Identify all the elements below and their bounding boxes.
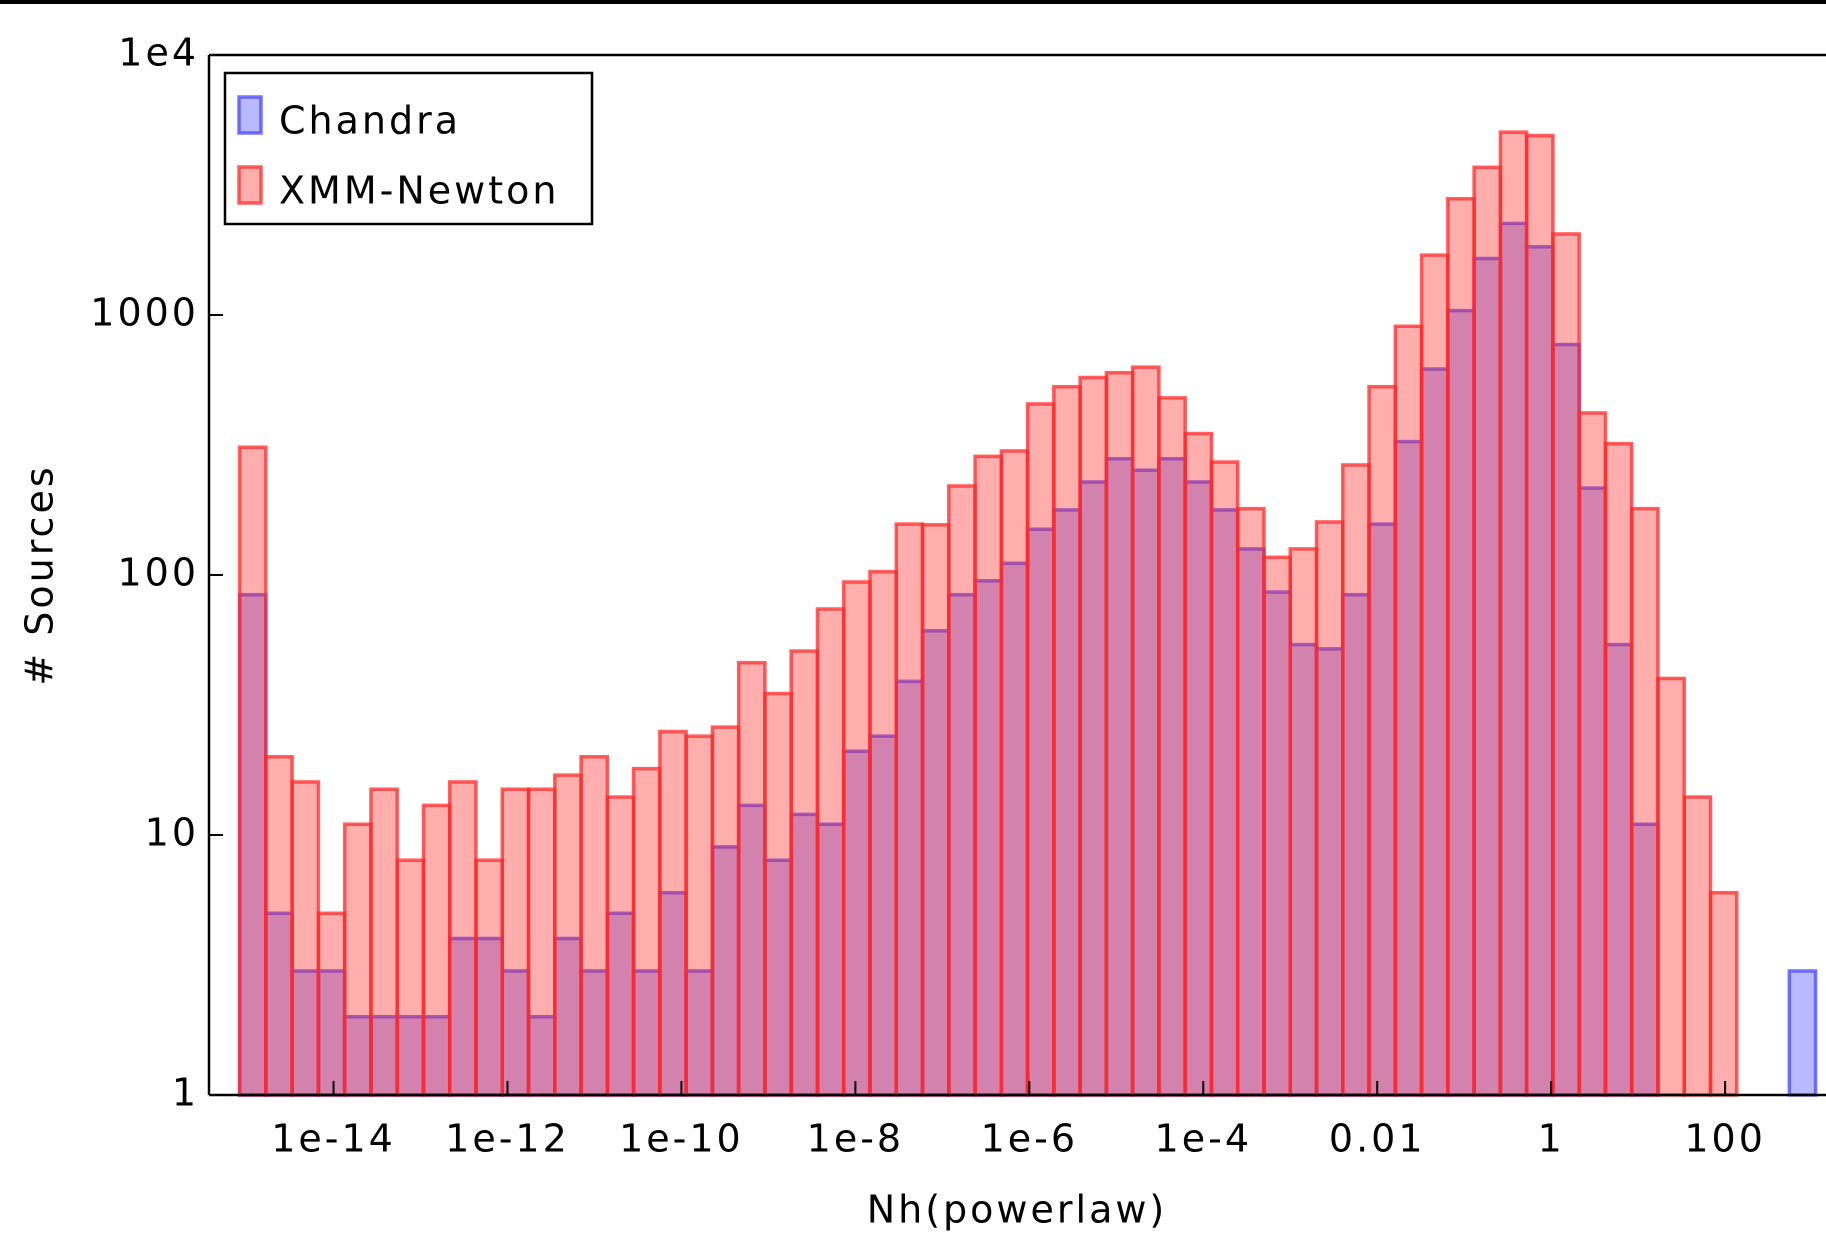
x-axis-label: Nh(powerlaw) xyxy=(867,1188,1168,1232)
bar xyxy=(1262,555,1292,1097)
bar xyxy=(1682,795,1713,1097)
bar xyxy=(605,795,636,1097)
bar xyxy=(1157,396,1187,1097)
bar xyxy=(421,803,452,1097)
bar xyxy=(1183,431,1214,1097)
x-tick-label: 1e-4 xyxy=(1155,1117,1252,1161)
bar xyxy=(763,691,793,1097)
bar xyxy=(947,484,977,1097)
bar xyxy=(553,773,583,1097)
x-tick-label: 100 xyxy=(1684,1117,1766,1161)
legend-box xyxy=(223,71,594,226)
legend-label: XMM-Newton xyxy=(279,169,559,213)
x-tick-label: 1e-10 xyxy=(619,1117,744,1161)
x-tick-label: 1 xyxy=(1538,1117,1565,1161)
y-tick-label: 100 xyxy=(117,551,199,595)
bar xyxy=(736,660,767,1097)
bar xyxy=(500,787,531,1097)
bar xyxy=(264,754,294,1097)
bar xyxy=(369,787,399,1097)
bar xyxy=(1052,384,1082,1097)
x-tick-label: 1e-14 xyxy=(271,1117,396,1161)
bar xyxy=(815,607,846,1097)
bar xyxy=(1629,506,1660,1097)
bar xyxy=(920,523,951,1097)
bar xyxy=(447,780,478,1097)
bar xyxy=(290,780,321,1097)
bar xyxy=(579,754,610,1097)
y-tick-label: 1 xyxy=(172,1071,199,1115)
bar xyxy=(1419,367,1450,1097)
bar xyxy=(1446,196,1476,1097)
bar xyxy=(1577,411,1608,1097)
bar xyxy=(1104,370,1135,1097)
bar xyxy=(1787,969,1818,1097)
bar xyxy=(710,725,741,1097)
legend: Chandra XMM-Newton xyxy=(223,71,594,226)
bar xyxy=(1025,527,1056,1097)
bar xyxy=(1157,456,1187,1097)
bar xyxy=(631,766,662,1097)
y-axis-label: # Sources xyxy=(18,464,62,685)
bar xyxy=(1288,547,1319,1097)
legend-swatch xyxy=(237,165,263,205)
bar xyxy=(1314,520,1345,1097)
bar xyxy=(1629,822,1660,1097)
bar xyxy=(1393,324,1424,1097)
bar xyxy=(973,454,1004,1097)
bar xyxy=(1367,384,1398,1097)
x-tick-label: 1e-8 xyxy=(807,1117,904,1161)
bar xyxy=(894,522,925,1097)
bar xyxy=(526,787,557,1097)
y-tick-label: 1000 xyxy=(90,291,199,335)
bar xyxy=(841,580,872,1097)
bar xyxy=(474,858,505,1097)
bar xyxy=(1341,463,1371,1097)
bar xyxy=(815,822,846,1097)
bar xyxy=(999,449,1030,1097)
bar xyxy=(736,803,767,1097)
bar xyxy=(1472,165,1503,1097)
bar xyxy=(316,911,347,1097)
legend-label: Chandra xyxy=(279,99,461,143)
bar xyxy=(1235,506,1266,1097)
legend-swatch xyxy=(237,95,263,135)
bar xyxy=(395,858,426,1097)
bar xyxy=(789,649,820,1097)
y-tick-label: 10 xyxy=(145,811,199,855)
bar xyxy=(1656,676,1686,1097)
bar xyxy=(1524,133,1555,1097)
bar xyxy=(658,729,688,1097)
y-tick-label: 1e4 xyxy=(118,31,199,75)
bar xyxy=(1603,441,1634,1097)
bar xyxy=(237,445,268,1097)
bar xyxy=(342,822,373,1097)
bar xyxy=(1209,460,1240,1097)
bar xyxy=(684,734,715,1097)
bar xyxy=(1498,130,1529,1097)
bar xyxy=(1551,232,1581,1097)
x-tick-label: 0.01 xyxy=(1329,1117,1426,1161)
x-tick-label: 1e-12 xyxy=(445,1117,570,1161)
bar xyxy=(1708,890,1739,1097)
bar xyxy=(1025,402,1056,1097)
bar xyxy=(1419,253,1450,1097)
bars xyxy=(237,130,1818,1097)
bar xyxy=(1130,365,1161,1097)
bar xyxy=(1078,375,1109,1097)
top-frame xyxy=(0,0,1826,4)
bar xyxy=(710,845,741,1097)
bar xyxy=(868,569,899,1097)
x-tick-label: 1e-6 xyxy=(981,1117,1078,1161)
